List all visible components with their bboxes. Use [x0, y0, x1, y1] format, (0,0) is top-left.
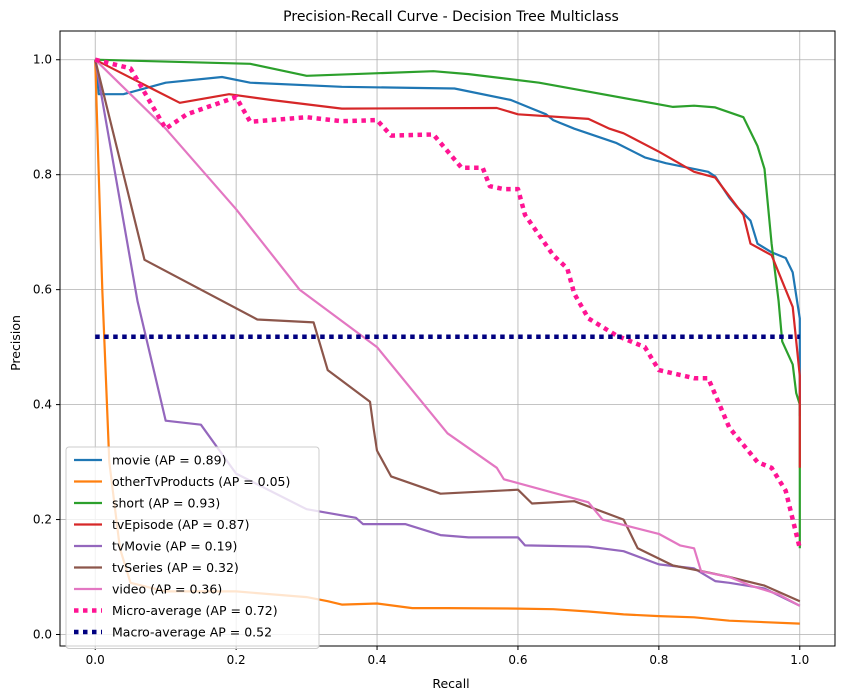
y-tick-label: 1.0 [33, 53, 52, 67]
y-tick-label: 0.4 [33, 398, 52, 412]
legend-label-1: otherTvProducts (AP = 0.05) [112, 474, 290, 489]
legend-label-6: video (AP = 0.36) [112, 582, 222, 597]
series-line-4 [94, 59, 801, 607]
legend-label-3: tvEpisode (AP = 0.87) [112, 517, 249, 532]
x-tick-label: 1.0 [790, 653, 809, 667]
legend-label-8: Macro-average AP = 0.52 [112, 625, 272, 640]
x-axis-label: Recall [432, 676, 469, 691]
legend-label-2: short (AP = 0.93) [112, 496, 220, 511]
x-tick-label: 0.6 [508, 653, 527, 667]
y-tick-label: 0.2 [33, 513, 52, 527]
legend-label-5: tvSeries (AP = 0.32) [112, 560, 239, 575]
legend: movie (AP = 0.89) otherTvProducts (AP = 0… [65, 446, 320, 649]
series-line-7 [94, 57, 802, 549]
chart-title: Precision-Recall Curve - Decision Tree M… [283, 9, 619, 25]
series-line-0 [94, 59, 801, 417]
legend-label-4: tvMovie (AP = 0.19) [112, 539, 237, 554]
x-tick-label: 0.4 [367, 653, 386, 667]
series-line-6 [94, 58, 801, 607]
y-tick-label: 0.8 [33, 168, 52, 182]
plot-frame [59, 30, 836, 647]
legend-box [65, 446, 320, 649]
x-tick-label: 0.0 [86, 653, 105, 667]
y-tick-label: 0.6 [33, 283, 52, 297]
legend-label-7: Micro-average (AP = 0.72) [112, 603, 278, 618]
y-axis-label: Precision [8, 315, 23, 371]
series-line-3 [94, 58, 801, 468]
series-line-2 [95, 58, 801, 549]
axis-ticks: 0.0 0.2 0.4 0.6 0.8 1.0 0.0 0.2 0.4 0.6 0.8 1.0 [33, 53, 809, 667]
plot-series [94, 57, 802, 625]
legend-label-0: movie (AP = 0.89) [112, 453, 226, 468]
y-tick-label: 0.0 [33, 628, 52, 642]
x-tick-label: 0.2 [227, 653, 246, 667]
x-tick-label: 0.8 [649, 653, 668, 667]
